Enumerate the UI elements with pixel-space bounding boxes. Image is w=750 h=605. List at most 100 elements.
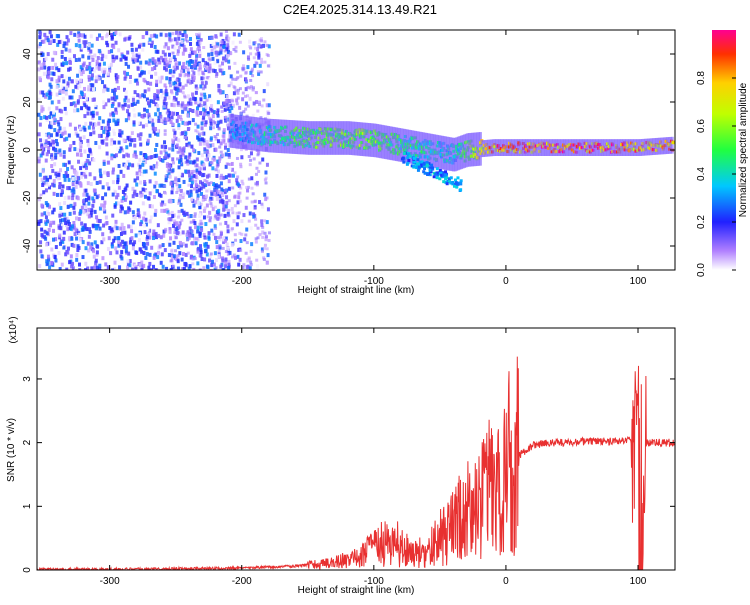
spectrogram-cell (114, 160, 118, 165)
spectrogram-cell (212, 191, 216, 196)
spectrogram-cell (264, 222, 268, 227)
spectrogram-cell (79, 144, 83, 149)
spectrogram-cell (213, 121, 217, 125)
spectrogram-cell (171, 161, 175, 165)
spectrogram-cell (181, 131, 185, 136)
spectrogram-cell (78, 84, 82, 89)
spectrogram-cell (219, 230, 223, 234)
spectrogram-cell (174, 227, 178, 232)
spectrogram-cell (216, 100, 220, 105)
spectrogram-cell (226, 43, 230, 48)
spectrogram-cell (198, 64, 202, 69)
spectrogram-cell (195, 41, 199, 46)
spectrogram-cell (109, 229, 113, 234)
spectrogram-cell (640, 139, 644, 156)
spectrogram-cell (249, 263, 253, 267)
spectrogram-cell (168, 147, 172, 151)
spectrogram-cell (110, 244, 114, 249)
spectrogram-cell (406, 153, 410, 157)
spectrogram-cell (236, 200, 240, 205)
colorbar-tick-label: 0.8 (696, 71, 707, 85)
spectrogram-cell (194, 200, 198, 205)
spectrogram-cell (136, 133, 140, 138)
spectrogram-cell (45, 136, 49, 141)
spectrogram-cell (168, 81, 172, 85)
spectrogram-cell (73, 202, 77, 207)
spectrogram-cell (402, 160, 406, 164)
spectrogram-cell (110, 242, 114, 247)
spectrogram-cell (131, 194, 135, 199)
spectrogram-cell (72, 169, 76, 174)
spectrogram-cell (136, 66, 140, 71)
spectrogram-cell (156, 250, 160, 255)
spectrogram-cell (194, 59, 198, 64)
spectrogram-cell (180, 172, 184, 177)
spectrogram-cell (49, 125, 53, 130)
spectrogram-cell (188, 193, 192, 198)
spectrogram-cell (80, 72, 84, 77)
spectrogram-cell (196, 46, 200, 50)
spectrogram-cell (102, 129, 106, 134)
spectrogram-cell (102, 159, 106, 164)
spectrogram-cell (48, 240, 52, 245)
spectrogram-cell (145, 108, 149, 113)
spectrogram-cell (170, 190, 174, 195)
spectrogram-cell (128, 263, 132, 268)
spectrogram-cell (188, 62, 192, 67)
spectrogram-cell (73, 126, 77, 131)
spectrogram-cell (259, 70, 263, 74)
spectrogram-cell (37, 156, 41, 161)
spectrogram-cell (77, 262, 81, 267)
spectrogram-cell (64, 75, 68, 80)
spectrogram-cell (112, 238, 116, 243)
spectrogram-cell (212, 110, 216, 115)
spectrogram-cell (230, 161, 234, 166)
spectrogram-cell (531, 139, 535, 156)
spectrogram-cell (224, 236, 228, 241)
spectrogram-cell (171, 138, 175, 142)
spectrogram-cell (119, 242, 123, 247)
spectrogram-cell (134, 47, 138, 52)
spectrogram-cell (55, 106, 59, 111)
spectrogram-cell (45, 202, 49, 207)
spectrogram-cell (114, 219, 118, 224)
spectrogram-cell (174, 236, 178, 240)
spectrogram-cell (146, 138, 150, 143)
spectrogram-cell (142, 216, 146, 221)
spectrogram-cell (231, 211, 235, 215)
spectrogram-cell (620, 139, 624, 156)
spectrogram-cell (140, 267, 144, 270)
spectrogram-cell (79, 210, 83, 215)
spectrogram-cell (423, 132, 427, 167)
spectrogram-cell (227, 65, 231, 70)
spectrogram-cell (154, 147, 158, 152)
spectrogram-cell (428, 133, 432, 168)
spectrogram-cell (133, 226, 137, 231)
spectrogram-cell (119, 226, 123, 231)
spectrogram-cell (444, 136, 448, 170)
spectrogram-cell (318, 121, 322, 155)
spectrogram-cell (111, 192, 115, 197)
spectrogram-cell (208, 199, 212, 203)
spectrogram-cell (95, 61, 99, 66)
spectrogram-cell (130, 229, 134, 234)
spectrogram-cell (95, 195, 99, 200)
spectrogram-cell (255, 166, 259, 170)
spectrogram-cell (57, 172, 61, 177)
spectrogram-cell (205, 180, 209, 185)
spectrogram-cell (142, 42, 146, 47)
snr-y-multiplier: (x10⁴) (8, 316, 19, 343)
spectrogram-cell (66, 173, 70, 178)
spectrogram-cell (84, 40, 88, 45)
spectrogram-cell (204, 105, 208, 110)
spectrogram-cell (237, 247, 241, 252)
spectrogram-cell (257, 53, 261, 58)
spectrogram-cell (110, 156, 114, 161)
spectrogram-cell (141, 93, 145, 98)
spectrogram-cell (164, 178, 168, 183)
spectrogram-cell (226, 39, 230, 43)
spectrogram-cell (131, 267, 135, 270)
spectrogram-cell (205, 152, 209, 157)
spectrogram-cell (227, 208, 231, 212)
spectrogram-cell (201, 87, 205, 91)
